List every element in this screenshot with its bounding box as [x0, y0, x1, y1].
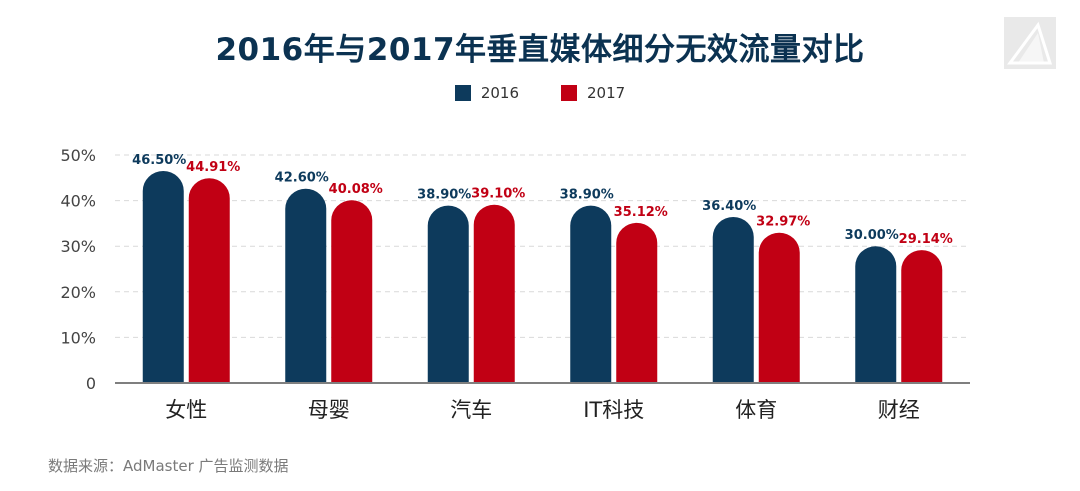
- data-label-2016: 36.40%: [702, 199, 756, 214]
- y-tick-label: 30%: [60, 237, 96, 256]
- y-tick-label: 0: [86, 374, 96, 393]
- data-label-2017: 29.14%: [899, 232, 953, 247]
- data-label-2017: 44.91%: [186, 160, 240, 175]
- data-label-2016: 38.90%: [417, 188, 471, 203]
- legend-item-2017: 2017: [561, 84, 625, 102]
- data-label-2016: 46.50%: [132, 153, 186, 168]
- y-tick-label: 40%: [60, 192, 96, 211]
- bar-2016: [712, 217, 754, 383]
- bar-2017: [758, 232, 800, 383]
- bar-2017: [616, 222, 658, 383]
- x-category-label: 财经: [878, 398, 920, 422]
- chart-title: 2016年与2017年垂直媒体细分无效流量对比: [215, 32, 865, 68]
- legend-label-2017: 2017: [587, 84, 626, 102]
- legend-swatch-2017: [561, 85, 577, 101]
- chart-legend: 2016 2017: [0, 84, 1080, 102]
- y-tick-label: 10%: [60, 328, 96, 347]
- x-category-label: 体育: [735, 398, 777, 422]
- data-label-2017: 39.10%: [471, 187, 525, 202]
- x-category-label: 汽车: [450, 398, 492, 422]
- y-tick-label: 20%: [60, 283, 96, 302]
- x-category-label: 母婴: [308, 398, 350, 422]
- bar-2017: [188, 178, 230, 383]
- bar-2016: [570, 205, 612, 383]
- bar-2016: [285, 188, 327, 383]
- data-label-2016: 42.60%: [275, 171, 329, 186]
- y-tick-label: 50%: [60, 146, 96, 165]
- x-category-label: 女性: [165, 398, 207, 422]
- bar-2017: [473, 204, 515, 383]
- legend-item-2016: 2016: [454, 84, 519, 102]
- bar-2016: [855, 246, 897, 383]
- data-label-2017: 35.12%: [614, 205, 668, 220]
- x-category-label: IT科技: [583, 398, 644, 422]
- bar-2016: [142, 170, 184, 383]
- legend-label-2016: 2016: [480, 84, 519, 102]
- bar-2016: [427, 205, 469, 383]
- source-note: 数据来源：AdMaster 广告监测数据: [48, 457, 289, 475]
- legend-swatch-2016: [454, 85, 471, 101]
- data-label-2016: 38.90%: [560, 188, 614, 203]
- triangle-logo-icon: [1004, 17, 1056, 69]
- data-label-2016: 30.00%: [845, 228, 899, 243]
- bar-2017: [331, 200, 373, 383]
- bar-2017: [901, 250, 943, 383]
- data-label-2017: 32.97%: [756, 215, 810, 230]
- data-label-2017: 40.08%: [329, 182, 383, 197]
